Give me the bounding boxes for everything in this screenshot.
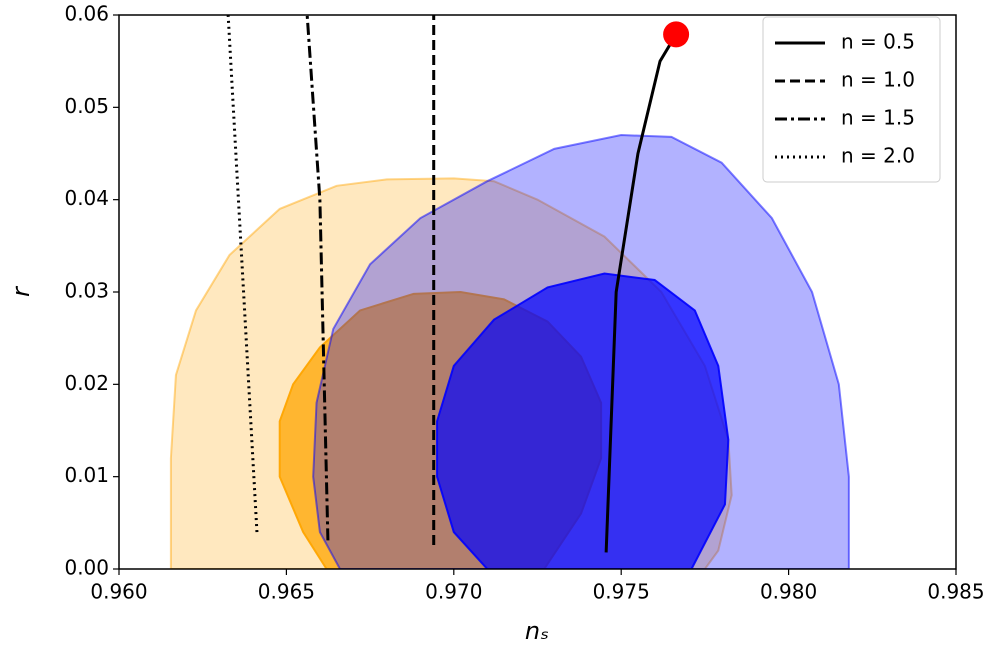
x-tick-label: 0.980: [760, 580, 817, 604]
point: [663, 21, 690, 48]
y-tick-label: 0.01: [64, 463, 109, 487]
y-axis-label: r: [7, 285, 35, 297]
plot-area: [169, 15, 850, 569]
line: [226, 15, 259, 533]
y-tick-label: 0.05: [64, 94, 109, 118]
y-tick-label: 0.06: [64, 2, 109, 26]
x-tick-label: 0.960: [90, 580, 147, 604]
x-tick-label: 0.970: [425, 580, 482, 604]
y-tick-label: 0.04: [64, 186, 109, 210]
legend-box: [762, 16, 941, 183]
y-tick-label: 0.03: [64, 279, 109, 303]
x-tick-label: 0.985: [927, 580, 984, 604]
legend-label: n = 0.5: [841, 30, 915, 54]
line: [305, 15, 330, 541]
y-tick-label: 0.02: [64, 371, 109, 395]
line: [604, 33, 678, 553]
contour: [436, 272, 730, 569]
x-axis-label: nₛ: [525, 617, 549, 645]
x-tick-label: 0.975: [593, 580, 650, 604]
x-tick-label: 0.965: [258, 580, 315, 604]
y-tick-label: 0.00: [64, 556, 109, 580]
legend-label: n = 1.0: [841, 68, 915, 92]
legend-label: n = 2.0: [841, 144, 915, 168]
legend-label: n = 1.5: [841, 106, 915, 130]
